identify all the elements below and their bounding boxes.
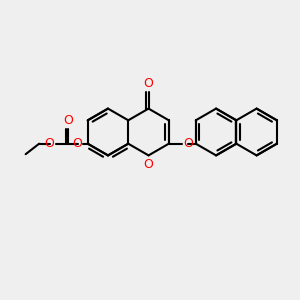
Text: O: O: [144, 158, 154, 171]
Text: O: O: [63, 114, 73, 127]
Text: O: O: [184, 137, 194, 150]
Text: O: O: [144, 77, 154, 90]
Text: O: O: [73, 137, 82, 150]
Text: O: O: [45, 137, 54, 150]
